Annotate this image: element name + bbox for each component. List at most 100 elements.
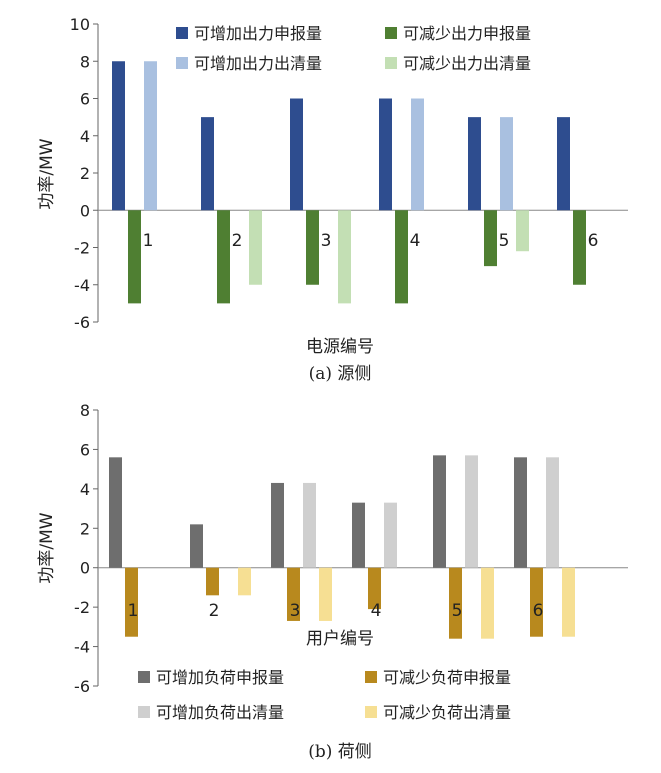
bar xyxy=(290,98,303,211)
y-ticks: 8 6 4 2 0 -2 -4 -6 xyxy=(74,401,98,696)
x-axis-label: 电源编号 xyxy=(306,337,374,357)
bar xyxy=(128,210,141,304)
bar xyxy=(433,455,446,568)
bar xyxy=(411,98,424,211)
legend-label: 可减少负荷出清量 xyxy=(383,703,511,722)
bars xyxy=(112,61,586,304)
y-ticks: 10 8 6 4 2 0 -2 -4 -6 xyxy=(70,15,98,332)
legend-swatch xyxy=(385,27,397,39)
bar xyxy=(144,61,157,211)
category-label: 2 xyxy=(232,231,243,251)
y-tick-label: 8 xyxy=(80,52,90,71)
category-label: 3 xyxy=(321,231,332,251)
y-tick-label: 0 xyxy=(80,201,90,220)
bar xyxy=(109,457,122,568)
bar xyxy=(190,524,203,568)
category-label: 5 xyxy=(499,231,510,251)
bar xyxy=(249,210,262,285)
bar xyxy=(449,567,462,639)
bar xyxy=(201,117,214,211)
bar xyxy=(557,117,570,211)
bar xyxy=(514,457,527,568)
category-label: 1 xyxy=(143,231,154,251)
bar xyxy=(500,117,513,211)
y-tick-label: -4 xyxy=(74,638,90,657)
bars xyxy=(109,455,575,639)
legend-label: 可增加负荷出清量 xyxy=(156,703,284,722)
y-tick-label: 4 xyxy=(80,127,90,146)
legend-label: 可减少出力出清量 xyxy=(403,54,531,73)
legend-label: 可减少负荷申报量 xyxy=(383,668,511,687)
bar xyxy=(384,502,397,568)
y-tick-label: 2 xyxy=(80,164,90,183)
legend-swatch xyxy=(138,706,150,718)
legend-label: 可减少出力申报量 xyxy=(403,24,531,43)
category-label: 4 xyxy=(410,231,421,251)
bar xyxy=(112,61,125,211)
bar xyxy=(319,567,332,621)
bar xyxy=(368,567,381,610)
y-tick-label: 8 xyxy=(80,401,90,420)
y-tick-label: 4 xyxy=(80,480,90,499)
category-label: 2 xyxy=(209,601,220,621)
category-label: 1 xyxy=(128,601,139,621)
y-tick-label: -6 xyxy=(74,677,90,696)
y-axis-label: 功率/MW xyxy=(37,512,57,583)
legend-swatch xyxy=(138,671,150,683)
x-axis-label: 用户编号 xyxy=(306,629,374,649)
bar xyxy=(338,210,351,304)
y-tick-label: -6 xyxy=(74,313,90,332)
category-label: 3 xyxy=(290,601,301,621)
y-tick-label: 2 xyxy=(80,519,90,538)
bar xyxy=(516,210,529,252)
legend-label: 可增加负荷申报量 xyxy=(156,668,284,687)
category-label: 5 xyxy=(452,601,463,621)
legend-label: 可增加出力出清量 xyxy=(194,54,322,73)
bar xyxy=(352,502,365,568)
caption: (a) 源侧 xyxy=(309,364,372,384)
bar xyxy=(468,117,481,211)
y-tick-label: -2 xyxy=(74,598,90,617)
bar xyxy=(287,567,300,621)
y-tick-label: -4 xyxy=(74,276,90,295)
bar xyxy=(271,482,284,568)
y-axis-label: 功率/MW xyxy=(37,138,57,209)
bar xyxy=(125,567,138,637)
legend-swatch xyxy=(365,706,377,718)
y-tick-label: 6 xyxy=(80,90,90,109)
category-label: 4 xyxy=(371,601,382,621)
bar xyxy=(465,455,478,568)
bar xyxy=(484,210,497,267)
y-tick-label: 0 xyxy=(80,559,90,578)
bar xyxy=(206,567,219,596)
bar xyxy=(546,457,559,568)
y-tick-label: 6 xyxy=(80,440,90,459)
category-label: 6 xyxy=(533,601,544,621)
bar xyxy=(217,210,230,304)
bar xyxy=(573,210,586,285)
category-labels: 1 2 3 4 5 6 xyxy=(128,601,544,621)
y-tick-label: 10 xyxy=(70,15,90,34)
caption: (b) 荷侧 xyxy=(308,742,372,762)
legend-swatch xyxy=(176,57,188,69)
bar xyxy=(306,210,319,285)
category-labels: 1 2 3 4 5 6 xyxy=(143,231,599,251)
legend-swatch xyxy=(365,671,377,683)
y-tick-label: -2 xyxy=(74,239,90,258)
legend-swatch xyxy=(176,27,188,39)
legend-swatch xyxy=(385,57,397,69)
bar xyxy=(303,482,316,568)
bar xyxy=(379,98,392,211)
bar xyxy=(562,567,575,637)
bar xyxy=(530,567,543,637)
bar xyxy=(395,210,408,304)
bar xyxy=(238,567,251,596)
bar xyxy=(481,567,494,639)
legend-label: 可增加出力申报量 xyxy=(194,24,322,43)
category-label: 6 xyxy=(588,231,599,251)
